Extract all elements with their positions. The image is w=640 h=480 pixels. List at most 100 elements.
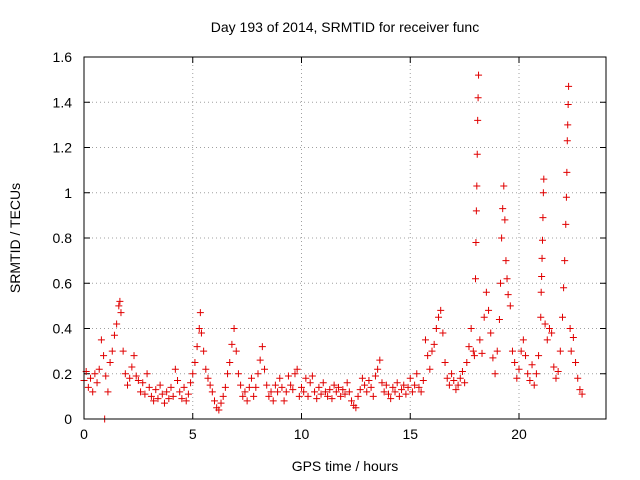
data-point: [271, 381, 279, 389]
data-point: [334, 383, 342, 391]
data-point: [326, 386, 334, 394]
data-point: [113, 320, 121, 328]
data-point: [560, 284, 568, 292]
data-point: [382, 381, 390, 389]
data-point: [495, 315, 503, 323]
data-point: [204, 374, 212, 382]
data-point: [308, 372, 316, 380]
data-point: [180, 383, 188, 391]
data-point: [219, 392, 227, 400]
data-point: [421, 336, 429, 344]
data-point: [400, 381, 408, 389]
data-point: [469, 347, 477, 355]
y-tick-label: 0.6: [53, 275, 73, 291]
data-point: [176, 388, 184, 396]
data-point: [276, 374, 284, 382]
data-point: [406, 374, 414, 382]
data-point: [254, 370, 262, 378]
data-point: [152, 386, 160, 394]
data-point: [226, 358, 234, 366]
data-point: [562, 193, 570, 201]
data-point: [300, 388, 308, 396]
data-point: [315, 383, 323, 391]
grid: [84, 57, 606, 419]
data-point: [548, 329, 556, 337]
data-point: [206, 381, 214, 389]
data-point: [389, 383, 397, 391]
y-tick-label: 0.4: [53, 321, 73, 337]
data-point: [506, 302, 514, 310]
data-point: [417, 388, 425, 396]
data-point: [513, 374, 521, 382]
data-point: [537, 288, 545, 296]
data-point: [232, 347, 240, 355]
data-point: [424, 352, 432, 360]
data-point: [137, 388, 145, 396]
data-point: [545, 325, 553, 332]
y-tick-label: 1.6: [53, 49, 73, 65]
data-point: [341, 390, 349, 398]
data-point: [524, 370, 532, 378]
data-point: [356, 386, 364, 394]
data-point: [452, 386, 460, 394]
data-point: [502, 257, 510, 265]
data-point: [287, 381, 295, 389]
data-point: [504, 291, 512, 299]
tick-labels: 0 5 10 15 20 0 0.2 0.4 0.6 0.8 1 1.2 1.4 1.6: [53, 49, 527, 442]
data-point: [95, 365, 103, 373]
data-point: [306, 379, 314, 387]
data-point: [515, 365, 523, 373]
data-point: [295, 392, 303, 400]
data-point: [565, 82, 573, 90]
data-point: [154, 395, 162, 403]
data-point: [378, 379, 386, 387]
data-point: [150, 397, 158, 405]
data-point: [256, 356, 264, 364]
data-point: [278, 383, 286, 391]
data-point: [245, 383, 253, 391]
data-point: [437, 306, 445, 314]
data-point: [476, 336, 484, 344]
data-point: [282, 388, 290, 396]
data-point: [239, 392, 247, 400]
data-point: [267, 388, 275, 396]
x-tick-label: 0: [80, 426, 88, 442]
y-tick-label: 1.4: [53, 94, 73, 110]
data-point: [247, 374, 255, 382]
data-point: [404, 383, 412, 391]
data-point: [298, 383, 305, 391]
data-point: [230, 325, 238, 332]
data-point: [104, 388, 112, 396]
data-point: [261, 365, 269, 373]
data-point: [339, 386, 347, 394]
data-point: [463, 358, 471, 366]
data-point: [519, 336, 527, 344]
data-point: [116, 297, 124, 305]
data-point: [193, 343, 201, 351]
data-point: [317, 390, 325, 398]
data-point: [145, 383, 153, 391]
data-point: [572, 358, 580, 366]
data-point: [143, 370, 151, 378]
data-point: [252, 383, 260, 391]
data-point: [324, 392, 332, 400]
data-point: [187, 379, 195, 387]
data-point: [456, 374, 464, 382]
data-point: [174, 377, 182, 385]
plot-frame: [83, 56, 607, 420]
data-point: [472, 275, 479, 283]
data-point: [503, 275, 511, 283]
data-point: [265, 392, 273, 400]
data-point: [195, 325, 203, 332]
data-point: [243, 397, 251, 405]
data-point: [391, 388, 399, 396]
data-point: [228, 340, 236, 348]
data-point: [439, 329, 447, 337]
data-point: [430, 340, 438, 348]
data-point: [108, 347, 116, 355]
data-point: [91, 370, 99, 378]
data-point: [115, 302, 123, 310]
data-point: [528, 361, 536, 369]
x-tick-label: 15: [402, 426, 418, 442]
